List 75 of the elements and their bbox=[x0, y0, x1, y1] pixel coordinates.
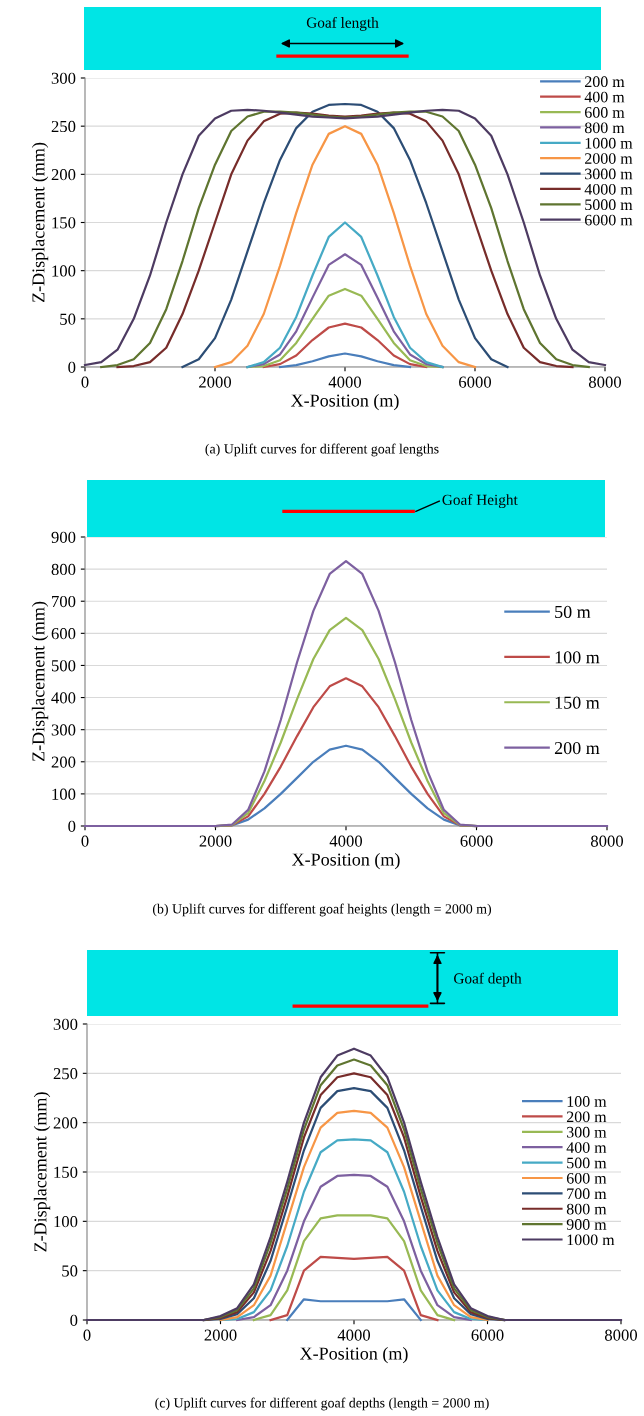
x-tick-label: 0 bbox=[81, 835, 89, 847]
y-tick-label: 700 bbox=[52, 595, 76, 608]
y-tick-label: 400 bbox=[51, 692, 76, 704]
x-axis-title: X-Position (m) bbox=[291, 852, 400, 870]
legend-label: 200 m bbox=[585, 76, 625, 88]
y-axis-title: Z-Displacement (mm) bbox=[33, 1092, 51, 1252]
legend-label: 5000 m bbox=[585, 199, 633, 211]
y-tick-label: 800 bbox=[51, 563, 76, 576]
y-tick-label: 200 bbox=[51, 169, 76, 181]
y-tick-label: 500 bbox=[51, 660, 76, 672]
legend-label: 600 m bbox=[566, 1172, 607, 1184]
y-tick-label: 600 bbox=[51, 628, 76, 640]
legend-label: 700 m bbox=[567, 1188, 607, 1200]
x-axis-title: X-Position (m) bbox=[290, 393, 399, 411]
legend-label: 600 m bbox=[585, 107, 625, 118]
x-tick-label: 2000 bbox=[204, 1329, 237, 1341]
legend-label: 1000 m bbox=[567, 1234, 615, 1246]
x-tick-label: 4000 bbox=[329, 835, 363, 847]
y-tick-label: 300 bbox=[53, 1018, 78, 1030]
legend-label: 6000 m bbox=[585, 214, 633, 226]
legend-label: 150 m bbox=[555, 696, 600, 709]
x-axis-title: X-Position (m) bbox=[299, 1346, 408, 1364]
text: (a) Uplift curves for different goaf lengths bbox=[205, 443, 439, 457]
legend-label: 2000 m bbox=[585, 153, 633, 164]
legend-label: 200 m bbox=[566, 1111, 607, 1123]
text: (b) Uplift curves for different goaf heights (length = 2000 m) bbox=[152, 903, 492, 917]
x-tick-label: 6000 bbox=[460, 835, 493, 847]
legend-label: 400 m bbox=[584, 91, 625, 103]
legend-label: 800 m bbox=[566, 1203, 607, 1215]
legend-label: 400 m bbox=[566, 1142, 607, 1153]
text: Goaf Height bbox=[442, 494, 518, 509]
x-tick-label: 2000 bbox=[199, 376, 232, 388]
y-tick-label: 300 bbox=[51, 724, 76, 736]
x-tick-label: 0 bbox=[81, 376, 89, 388]
x-tick-label: 8000 bbox=[588, 376, 622, 388]
legend-label: 900 m bbox=[566, 1219, 607, 1230]
legend-label: 200 m bbox=[554, 741, 600, 755]
legend-label: 300 m bbox=[567, 1126, 607, 1138]
text: Goaf depth bbox=[454, 972, 522, 987]
legend-label: 4000 m bbox=[584, 183, 633, 195]
y-axis-title: Z-Displacement (mm) bbox=[31, 601, 49, 762]
x-tick-label: 4000 bbox=[337, 1329, 371, 1341]
y-tick-label: 0 bbox=[70, 1314, 78, 1326]
x-tick-label: 6000 bbox=[459, 376, 492, 388]
y-tick-label: 0 bbox=[68, 820, 76, 832]
y-tick-label: 100 bbox=[54, 1216, 78, 1228]
x-tick-label: 6000 bbox=[471, 1329, 504, 1341]
y-tick-label: 150 bbox=[52, 217, 76, 229]
legend-label: 3000 m bbox=[585, 168, 633, 180]
y-tick-label: 100 bbox=[52, 788, 76, 800]
y-tick-label: 0 bbox=[68, 361, 76, 373]
y-tick-label: 150 bbox=[54, 1166, 78, 1178]
y-tick-label: 300 bbox=[51, 72, 76, 84]
y-axis-title: Z-Displacement (mm) bbox=[31, 142, 49, 303]
x-tick-label: 2000 bbox=[199, 835, 232, 847]
y-tick-label: 200 bbox=[53, 1117, 78, 1129]
text: Goaf length bbox=[306, 16, 379, 31]
x-tick-label: 4000 bbox=[328, 376, 362, 388]
x-tick-label: 8000 bbox=[604, 1329, 638, 1341]
y-tick-label: 900 bbox=[51, 531, 76, 543]
y-tick-label: 100 bbox=[52, 265, 76, 277]
legend-label: 50 m bbox=[555, 605, 591, 619]
legend-label: 100 m bbox=[555, 651, 600, 664]
legend-label: 100 m bbox=[567, 1096, 607, 1107]
y-tick-label: 250 bbox=[51, 120, 76, 133]
x-tick-label: 0 bbox=[83, 1329, 91, 1341]
x-tick-label: 8000 bbox=[590, 835, 624, 847]
legend-label: 500 m bbox=[567, 1157, 607, 1169]
text: (c) Uplift curves for different goaf depths (length = 2000 m) bbox=[155, 1397, 489, 1411]
y-tick-label: 50 bbox=[62, 1265, 78, 1277]
legend-label: 800 m bbox=[584, 122, 625, 134]
y-tick-label: 250 bbox=[53, 1068, 78, 1080]
y-tick-label: 200 bbox=[51, 756, 76, 768]
legend-label: 1000 m bbox=[585, 137, 633, 149]
y-tick-label: 50 bbox=[60, 313, 76, 325]
